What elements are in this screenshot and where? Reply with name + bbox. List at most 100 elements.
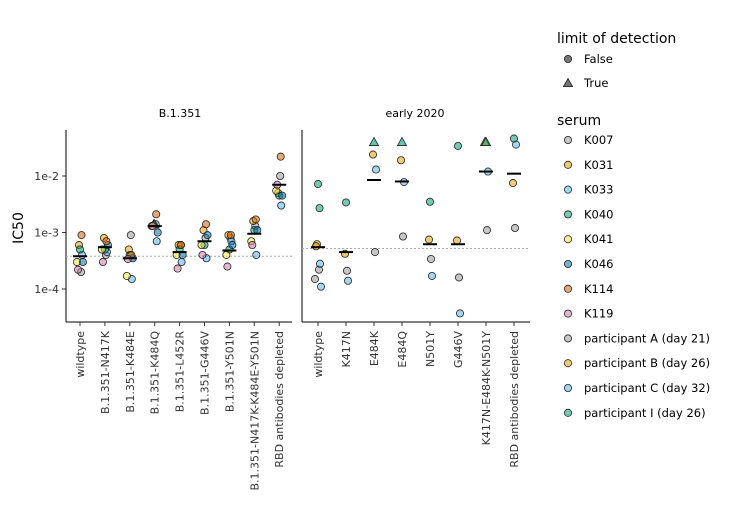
data-point bbox=[248, 241, 257, 250]
x-tick-label: RBD antibodies depleted bbox=[508, 331, 521, 468]
data-point bbox=[126, 231, 135, 240]
data-point bbox=[509, 134, 518, 143]
data-point bbox=[426, 254, 435, 263]
data-point bbox=[177, 258, 186, 267]
data-point bbox=[425, 197, 434, 206]
y-tick-label: 1e-4 bbox=[34, 283, 59, 296]
data-point bbox=[222, 250, 231, 259]
data-point bbox=[343, 276, 352, 285]
data-point bbox=[452, 236, 461, 245]
legend-serum-swatch bbox=[564, 135, 573, 144]
data-point bbox=[77, 231, 86, 240]
data-point bbox=[427, 271, 436, 280]
legend-serum-label: participant B (day 26) bbox=[584, 356, 710, 370]
legend-serum-swatch bbox=[564, 408, 573, 417]
legend-serum-swatch bbox=[564, 185, 573, 194]
data-point bbox=[98, 258, 107, 267]
data-point bbox=[276, 171, 285, 180]
data-point bbox=[396, 156, 405, 165]
data-point bbox=[510, 224, 519, 233]
data-point-triangle bbox=[368, 136, 380, 146]
legend-serum-label: K040 bbox=[584, 207, 614, 221]
data-point bbox=[482, 226, 491, 235]
legend-serum-swatch bbox=[564, 235, 573, 244]
legend-serum-swatch bbox=[564, 334, 573, 343]
x-tick-label: B.1.351-N417K-K484E-Y501N bbox=[248, 331, 261, 491]
legend-serum-label: participant A (day 21) bbox=[584, 331, 710, 345]
data-point bbox=[315, 204, 324, 213]
legend-serum-label: K031 bbox=[584, 158, 614, 172]
legend-serum-swatch bbox=[564, 383, 573, 392]
data-point bbox=[342, 266, 351, 275]
legend-layer: False True K007 K031 K033 K040 K041 K046 K114 K11… bbox=[562, 52, 710, 420]
data-point bbox=[341, 198, 350, 207]
data-point-triangle bbox=[396, 136, 408, 146]
data-point bbox=[453, 141, 462, 150]
data-point bbox=[276, 152, 285, 161]
legend-triangle-icon bbox=[562, 77, 574, 87]
data-point bbox=[315, 259, 324, 268]
legend-serum-label: K041 bbox=[584, 232, 614, 246]
data-point bbox=[253, 226, 262, 235]
data-point bbox=[122, 271, 131, 280]
legend-serum-label: participant I (day 26) bbox=[584, 406, 706, 420]
data-point bbox=[223, 262, 232, 271]
data-point bbox=[252, 250, 261, 259]
data-point bbox=[74, 265, 83, 274]
data-point bbox=[313, 180, 322, 189]
x-tick-label: wildtype bbox=[312, 331, 325, 378]
data-point bbox=[370, 248, 379, 257]
x-tick-label: B.1.351-K484Q bbox=[149, 331, 162, 415]
x-tick-label: RBD antibodies depleted bbox=[273, 331, 286, 468]
x-tick-label: E484Q bbox=[396, 331, 409, 368]
x-tick-label: K417N-E484K-N501Y bbox=[480, 331, 493, 446]
data-point bbox=[398, 232, 407, 241]
legend-serum-label: K114 bbox=[584, 282, 614, 296]
legend-circle-icon bbox=[564, 55, 573, 64]
x-tick-label: wildtype bbox=[74, 331, 87, 378]
legend-serum-label: participant C (day 32) bbox=[584, 381, 710, 395]
legend-serum-swatch bbox=[564, 359, 573, 368]
legend-serum-swatch bbox=[564, 210, 573, 219]
data-point bbox=[152, 210, 161, 219]
data-point bbox=[277, 201, 286, 210]
data-point bbox=[228, 241, 237, 250]
x-tick-label: G446V bbox=[452, 331, 465, 369]
x-tick-label: B.1.351-K484E bbox=[124, 331, 137, 413]
legend-serum-swatch bbox=[564, 259, 573, 268]
data-point bbox=[203, 231, 212, 240]
data-point bbox=[454, 273, 463, 282]
x-tick-label: B.1.351-N417K bbox=[99, 330, 112, 414]
y-tick-label: 1e-3 bbox=[34, 227, 59, 240]
data-point bbox=[153, 228, 162, 237]
data-point bbox=[251, 215, 260, 224]
x-tick-label: B.1.351-G446V bbox=[199, 331, 212, 415]
data-point bbox=[368, 150, 377, 159]
legend-serum-label: K119 bbox=[584, 307, 614, 321]
legend-serum-label: K033 bbox=[584, 183, 614, 197]
legend-serum-label: K007 bbox=[584, 133, 614, 147]
y-axis-label: IC50 bbox=[11, 212, 27, 244]
x-tick-label: N501Y bbox=[424, 331, 437, 367]
data-point bbox=[201, 220, 210, 229]
plot-layer: 1e-4 1e-3 1e-2 wildtype B.1.351-N417K B.1.351… bbox=[34, 130, 530, 491]
x-tick-label: B.1.351-Y501N bbox=[223, 331, 236, 412]
legend-lod-label: False bbox=[584, 52, 613, 66]
x-tick-label: E484K bbox=[368, 330, 381, 366]
data-point bbox=[316, 282, 325, 291]
data-point bbox=[226, 231, 235, 240]
data-point bbox=[76, 245, 85, 254]
legend-serum-label: K046 bbox=[584, 257, 614, 271]
data-point bbox=[102, 237, 111, 246]
legend-serum-swatch bbox=[564, 309, 573, 318]
legend-serum-title: serum bbox=[557, 113, 601, 129]
data-point bbox=[371, 165, 380, 174]
panel-title-b1351: B.1.351 bbox=[159, 107, 202, 120]
data-point bbox=[455, 309, 464, 318]
data-point bbox=[198, 250, 207, 259]
data-point-triangle bbox=[480, 136, 492, 146]
data-point bbox=[177, 241, 186, 250]
data-point bbox=[152, 237, 161, 246]
data-point bbox=[508, 179, 517, 188]
